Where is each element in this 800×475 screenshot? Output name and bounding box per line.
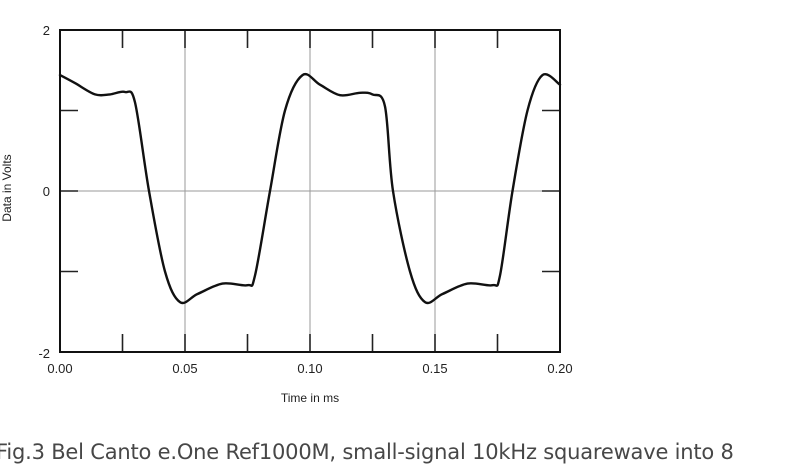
figure-caption: Fig.3 Bel Canto e.One Ref1000M, small-si… — [0, 440, 734, 464]
plot-frame — [59, 29, 561, 353]
grid-lines — [60, 30, 560, 352]
x-tick-label: 0.10 — [297, 361, 322, 376]
axis-ticks — [60, 30, 560, 352]
x-tick-label: 0.05 — [172, 361, 197, 376]
waveform-line — [58, 72, 562, 305]
y-tick-label: 0 — [43, 184, 50, 199]
x-tick-label: 0.00 — [47, 361, 72, 376]
y-tick-label: -2 — [38, 346, 50, 361]
chart: 0.00 0.05 0.10 0.15 0.20 -2 0 2 Time in ms Dat… — [0, 23, 573, 405]
y-tick-label: 2 — [43, 23, 50, 38]
y-axis-title: Data in Volts — [0, 154, 14, 221]
y-tick-labels: -2 0 2 — [38, 23, 50, 361]
x-tick-labels: 0.00 0.05 0.10 0.15 0.20 — [47, 361, 572, 376]
x-tick-label: 0.15 — [422, 361, 447, 376]
x-axis-title: Time in ms — [281, 391, 339, 405]
x-tick-label: 0.20 — [547, 361, 572, 376]
